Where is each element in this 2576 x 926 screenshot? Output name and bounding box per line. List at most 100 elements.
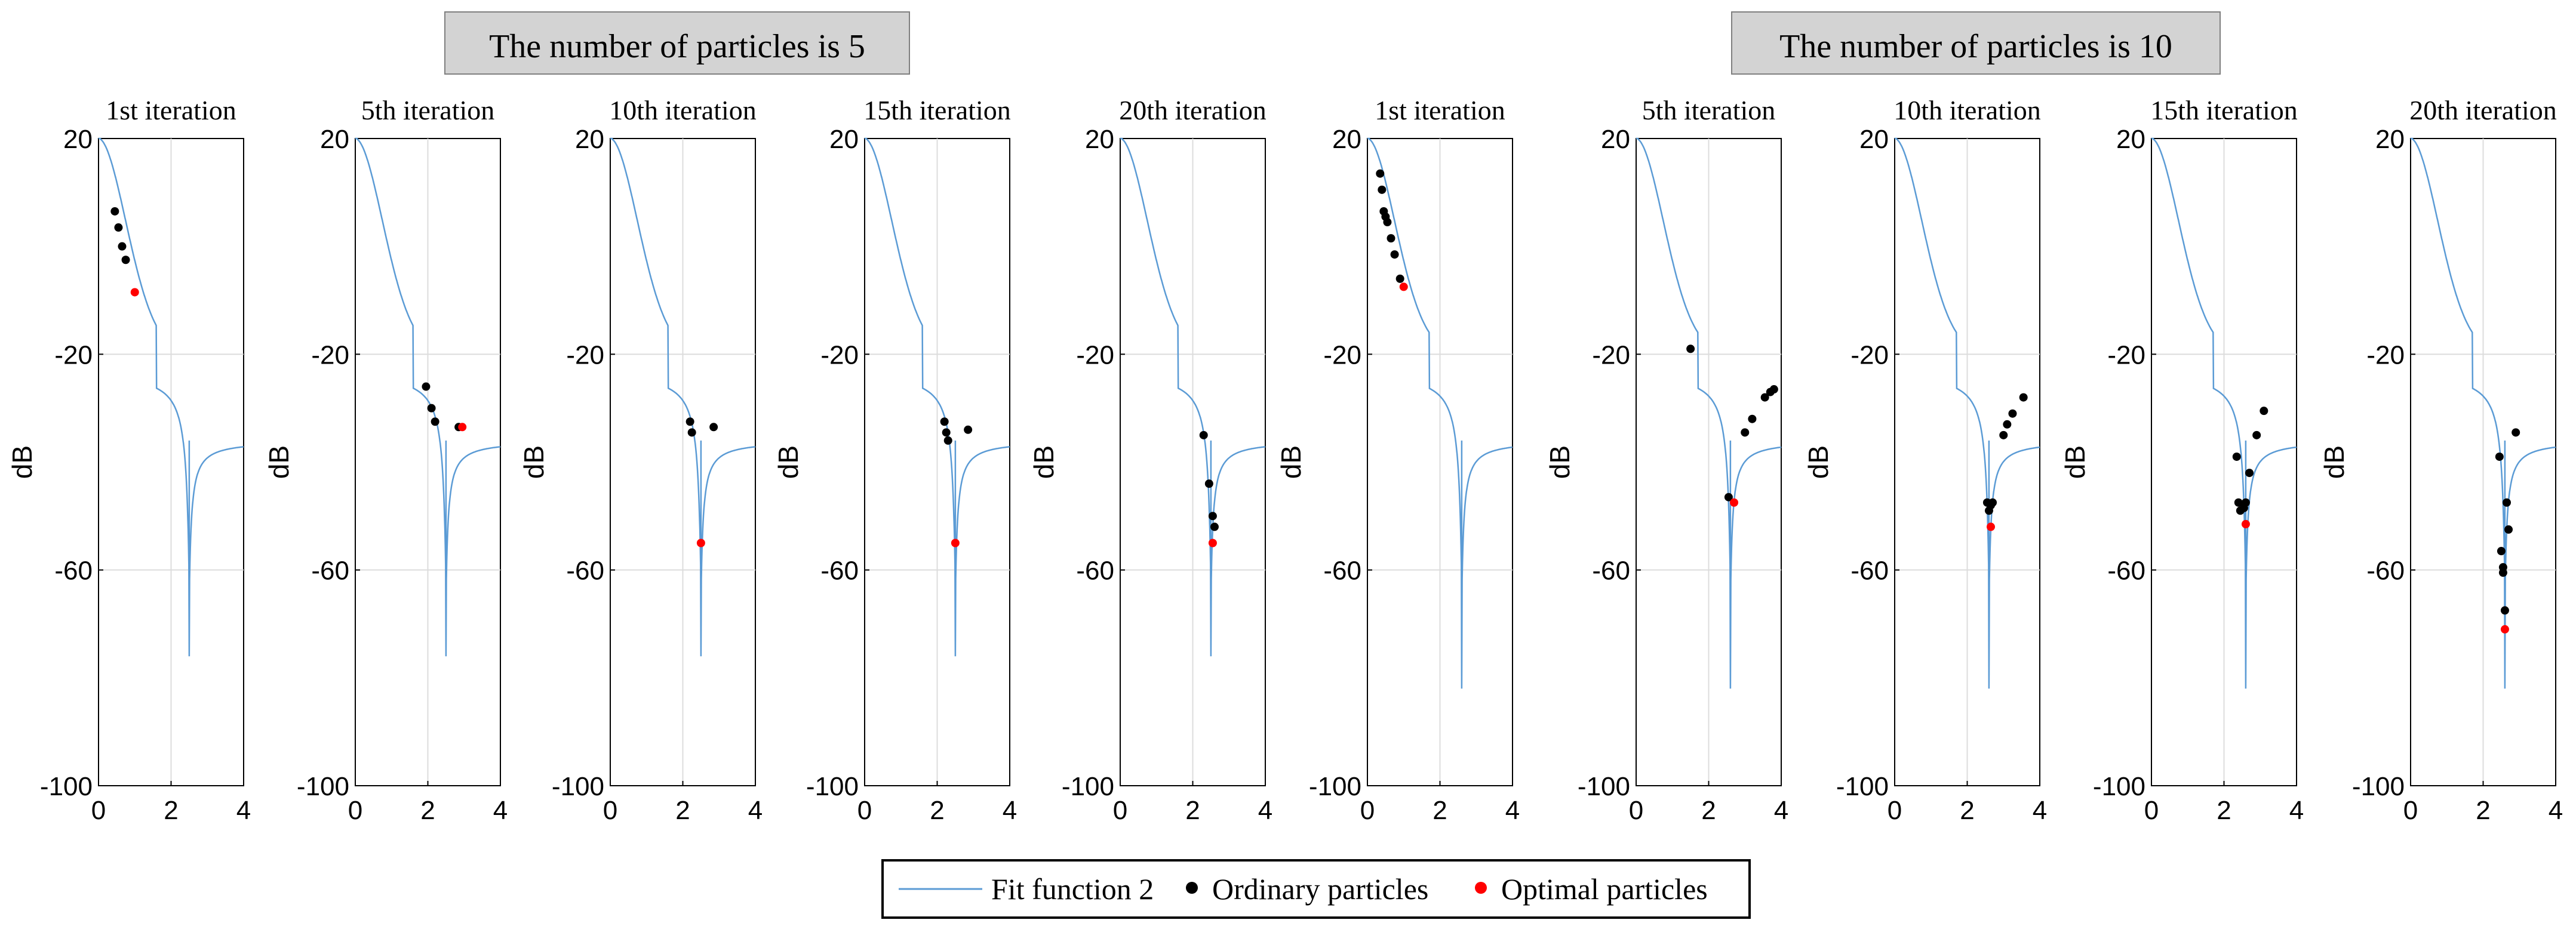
fit-curve [1636,137,1782,689]
ordinary-particle [1378,185,1387,194]
x-tick-label: 0 [1113,796,1127,825]
ordinary-particle [110,207,119,216]
optimal-particle [130,288,139,297]
group-header-5-box [444,11,910,75]
y-tick-label: -60 [1850,556,1889,586]
ordinary-particle [422,382,431,391]
ordinary-particle [118,242,127,251]
x-tick-label: 2 [164,796,178,825]
x-tick-label: 4 [2289,796,2304,825]
subplot-title: 15th iteration [863,95,1011,125]
group-header-5: The number of particles is 5 [444,11,910,75]
ordinary-particle [427,404,436,413]
ordinary-particle [2504,525,2513,534]
y-tick-label: -60 [2366,556,2405,586]
y-tick-label: 20 [829,125,859,154]
optimal-particle [2500,625,2509,634]
x-tick-label: 0 [1888,796,1902,825]
group-header-10: The number of particles is 10 [1731,11,2221,75]
y-axis-label: dB [2059,445,2091,479]
fit-curve [2151,137,2297,689]
ordinary-particle [2241,498,2250,507]
fit-curve [610,137,756,657]
ordinary-particle [2495,452,2504,461]
y-tick-label: -20 [2366,340,2405,370]
ordinary-particle [2502,498,2511,507]
ordinary-particle [2497,547,2506,556]
y-axis-label: dB [1803,445,1834,479]
ordinary-particle [1999,430,2008,439]
y-tick-label: -20 [54,340,93,370]
ordinary-particle [2498,568,2507,577]
fit-curve [1120,137,1266,657]
ordinary-particle [687,428,696,437]
legend-fit-label: Fit function 2 [991,872,1154,906]
optimal-particle [1986,522,1995,531]
subplot-title: 5th iteration [1642,95,1776,125]
ordinary-particle [709,423,718,432]
fit-curve [355,137,501,657]
x-tick-label: 0 [1629,796,1643,825]
x-tick-label: 2 [1433,796,1447,825]
y-tick-label: -100 [297,772,349,801]
ordinary-particle [1760,393,1769,402]
ordinary-particle [2008,409,2017,418]
optimal-particle [951,539,960,547]
y-tick-label: -100 [40,772,93,801]
ordinary-particle [943,436,952,445]
subplot-title: 5th iteration [361,95,495,125]
y-axis-label: dB [518,445,549,479]
ordinary-particle [942,428,951,437]
y-tick-label: -20 [1076,340,1114,370]
y-tick-label: -60 [1592,556,1630,586]
ordinary-particle [1208,512,1217,521]
ordinary-particle [2232,452,2241,461]
optimal-particle [458,423,467,432]
ordinary-particle [964,425,973,434]
ordinary-particle [1204,479,1213,488]
x-tick-label: 0 [2144,796,2159,825]
y-tick-label: -100 [1578,772,1630,801]
ordinary-particle [1686,344,1695,353]
subplot-title: 10th iteration [609,95,757,125]
y-tick-label: 20 [1859,125,1889,154]
optimal-particle [696,539,705,547]
subplot-title: 1st iteration [1375,95,1505,125]
x-tick-label: 2 [1960,796,1974,825]
y-tick-label: -20 [1323,340,1361,370]
y-tick-label: 20 [63,125,93,154]
y-axis-label: dB [1275,445,1307,479]
y-tick-label: -60 [566,556,604,586]
y-tick-label: 20 [1601,125,1630,154]
ordinary-particle [2252,430,2261,439]
group-header-10-text: The number of particles is 10 [1779,28,2172,65]
ordinary-particle [1383,218,1392,227]
legend-ordinary-label: Ordinary particles [1212,872,1428,906]
y-tick-label: -100 [552,772,604,801]
y-tick-label: -100 [1309,772,1361,801]
ordinary-particle [1748,414,1757,423]
ordinary-particle [1199,430,1208,439]
x-tick-label: 4 [236,796,251,825]
ordinary-particle [1988,498,1997,507]
y-tick-label: -100 [1836,772,1889,801]
y-axis-label: dB [2319,445,2350,479]
y-axis-label: dB [1544,445,1575,479]
ordinary-particle [1376,169,1385,178]
x-tick-label: 4 [1003,796,1017,825]
y-tick-label: -100 [2093,772,2145,801]
optimal-particle [1730,498,1739,507]
ordinary-particle [431,417,439,426]
x-tick-label: 4 [1258,796,1272,825]
optimal-particle [1208,539,1217,547]
ordinary-particle [940,417,949,426]
ordinary-particle [114,223,123,232]
y-tick-label: -60 [1076,556,1114,586]
ordinary-particle [121,256,130,264]
